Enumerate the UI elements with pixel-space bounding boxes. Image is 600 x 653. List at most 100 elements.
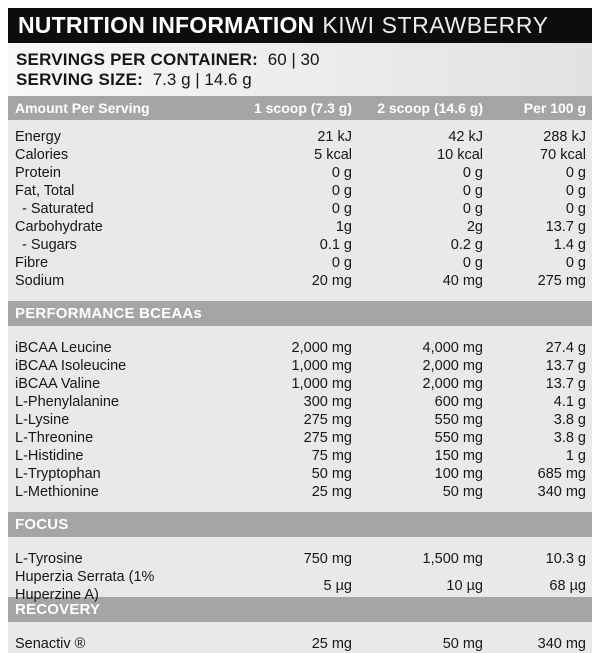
nutrient-label: L-Phenylalanine (15, 394, 119, 410)
nutrient-label: Protein (15, 165, 61, 181)
value-per-100g: 27.4 g (545, 340, 586, 356)
label-title-bar: NUTRITION INFORMATION KIWI STRAWBERRY (8, 8, 592, 43)
value-2-scoop: 1,500 mg (422, 551, 483, 567)
value-1-scoop: 21 kJ (317, 129, 352, 145)
table-sections: Energy 21 kJ 42 kJ 288 kJ Calories 5 kcal 10 k… (8, 120, 592, 653)
section-rows: Energy 21 kJ 42 kJ 288 kJ Calories 5 kcal 10 k… (8, 120, 592, 290)
servings-per-container-label: SERVINGS PER CONTAINER: (16, 49, 259, 69)
value-1-scoop: 750 mg (303, 551, 352, 567)
value-1-scoop: 2,000 mg (291, 340, 352, 356)
table-column-header: Amount Per Serving 1 scoop (7.3 g) 2 sco… (8, 95, 592, 120)
nutrient-row: L-Phenylalanine 300 mg 600 mg 4.1 g (8, 393, 592, 411)
column-1-scoop: 1 scoop (7.3 g) (253, 99, 352, 116)
nutrient-label: L-Lysine (15, 412, 70, 428)
nutrient-row: L-Methionine 25 mg 50 mg 340 mg (8, 483, 592, 501)
nutrient-label: L-Methionine (15, 484, 99, 500)
value-1-scoop: 25 mg (311, 636, 352, 652)
nutrient-label: Sodium (15, 273, 65, 289)
value-2-scoop: 10 µg (446, 578, 483, 594)
nutrient-label: L-Threonine (15, 430, 94, 446)
value-per-100g: 70 kcal (540, 147, 586, 163)
nutrient-label: Calories (15, 147, 69, 163)
value-1-scoop: 25 mg (311, 484, 352, 500)
value-per-100g: 4.1 g (553, 394, 586, 410)
value-2-scoop: 550 mg (434, 412, 483, 428)
nutrient-row: Protein 0 g 0 g 0 g (8, 164, 592, 182)
column-2-scoop: 2 scoop (14.6 g) (377, 99, 483, 116)
nutrient-row: L-Tryptophan 50 mg 100 mg 685 mg (8, 465, 592, 483)
value-2-scoop: 0 g (462, 255, 483, 271)
nutrient-row: Calories 5 kcal 10 kcal 70 kcal (8, 146, 592, 164)
nutrient-label: Fat, Total (15, 183, 75, 199)
value-per-100g: 13.7 g (545, 358, 586, 374)
servings-per-container-value: 60 | 30 (267, 49, 320, 69)
value-2-scoop: 2,000 mg (422, 376, 483, 392)
nutrient-row: Fibre 0 g 0 g 0 g (8, 254, 592, 272)
value-per-100g: 685 mg (537, 466, 586, 482)
nutrient-label: L-Histidine (15, 448, 84, 464)
nutrient-row: Fat, Total 0 g 0 g 0 g (8, 182, 592, 200)
nutrient-label: - Sugars (22, 237, 77, 253)
nutrient-label: L-Tyrosine (15, 551, 83, 567)
value-per-100g: 1 g (565, 448, 586, 464)
value-2-scoop: 150 mg (434, 448, 483, 464)
section-header-focus: FOCUS (8, 512, 592, 537)
value-2-scoop: 0 g (462, 183, 483, 199)
nutrient-row: iBCAA Leucine 2,000 mg 4,000 mg 27.4 g (8, 339, 592, 357)
value-2-scoop: 100 mg (434, 466, 483, 482)
section-title: PERFORMANCE BCEAAs (15, 305, 202, 322)
value-2-scoop: 2,000 mg (422, 358, 483, 374)
value-2-scoop: 50 mg (442, 484, 483, 500)
value-2-scoop: 4,000 mg (422, 340, 483, 356)
serving-size-line: SERVING SIZE: 7.3 g | 14.6 g (16, 70, 584, 90)
value-per-100g: 340 mg (537, 484, 586, 500)
nutrient-row: Carbohydrate 1g 2g 13.7 g (8, 218, 592, 236)
nutrient-label: Fibre (15, 255, 49, 271)
value-1-scoop: 0 g (331, 255, 352, 271)
value-1-scoop: 0.1 g (319, 237, 352, 253)
nutrient-label: Energy (15, 129, 61, 145)
label-flavor: KIWI STRAWBERRY (322, 11, 549, 38)
serving-size-label: SERVING SIZE: (16, 69, 143, 89)
value-per-100g: 3.8 g (553, 412, 586, 428)
value-per-100g: 13.7 g (545, 376, 586, 392)
value-1-scoop: 20 mg (311, 273, 352, 289)
section-header-performance-bceaas: PERFORMANCE BCEAAs (8, 301, 592, 326)
section-header-recovery: RECOVERY (8, 597, 592, 622)
nutrient-row: L-Histidine 75 mg 150 mg 1 g (8, 447, 592, 465)
value-1-scoop: 0 g (331, 201, 352, 217)
value-1-scoop: 75 mg (311, 448, 352, 464)
value-2-scoop: 0 g (462, 201, 483, 217)
value-per-100g: 1.4 g (553, 237, 586, 253)
nutrition-table: Amount Per Serving 1 scoop (7.3 g) 2 sco… (8, 95, 592, 653)
value-1-scoop: 1,000 mg (291, 376, 352, 392)
column-amount-per-serving: Amount Per Serving (15, 99, 150, 116)
value-per-100g: 10.3 g (545, 551, 586, 567)
nutrient-row: - Sugars 0.1 g 0.2 g 1.4 g (8, 236, 592, 254)
section-rows: L-Tyrosine 750 mg 1,500 mg 10.3 g Huperzia S… (8, 537, 592, 603)
value-2-scoop: 0.2 g (450, 237, 483, 253)
nutrient-label: iBCAA Isoleucine (15, 358, 127, 374)
nutrient-row: Senactiv ® 25 mg 50 mg 340 mg (8, 635, 592, 653)
value-per-100g: 0 g (565, 165, 586, 181)
value-per-100g: 340 mg (537, 636, 586, 652)
value-1-scoop: 275 mg (303, 430, 352, 446)
nutrient-label: - Saturated (22, 201, 94, 217)
value-per-100g: 68 µg (549, 578, 586, 594)
nutrient-row: Huperzia Serrata (1% Huperzine A) 5 µg 10 … (8, 568, 592, 603)
value-1-scoop: 0 g (331, 165, 352, 181)
column-per-100g: Per 100 g (523, 99, 586, 116)
serving-size-value: 7.3 g | 14.6 g (152, 69, 252, 89)
nutrient-label: iBCAA Leucine (15, 340, 112, 356)
section-title: RECOVERY (15, 601, 101, 618)
value-per-100g: 288 kJ (543, 129, 586, 145)
label-title: NUTRITION INFORMATION (18, 11, 315, 38)
value-1-scoop: 0 g (331, 183, 352, 199)
value-1-scoop: 50 mg (311, 466, 352, 482)
value-1-scoop: 275 mg (303, 412, 352, 428)
nutrient-row: iBCAA Valine 1,000 mg 2,000 mg 13.7 g (8, 375, 592, 393)
value-2-scoop: 10 kcal (437, 147, 483, 163)
value-2-scoop: 2g (466, 219, 483, 235)
value-per-100g: 13.7 g (545, 219, 586, 235)
